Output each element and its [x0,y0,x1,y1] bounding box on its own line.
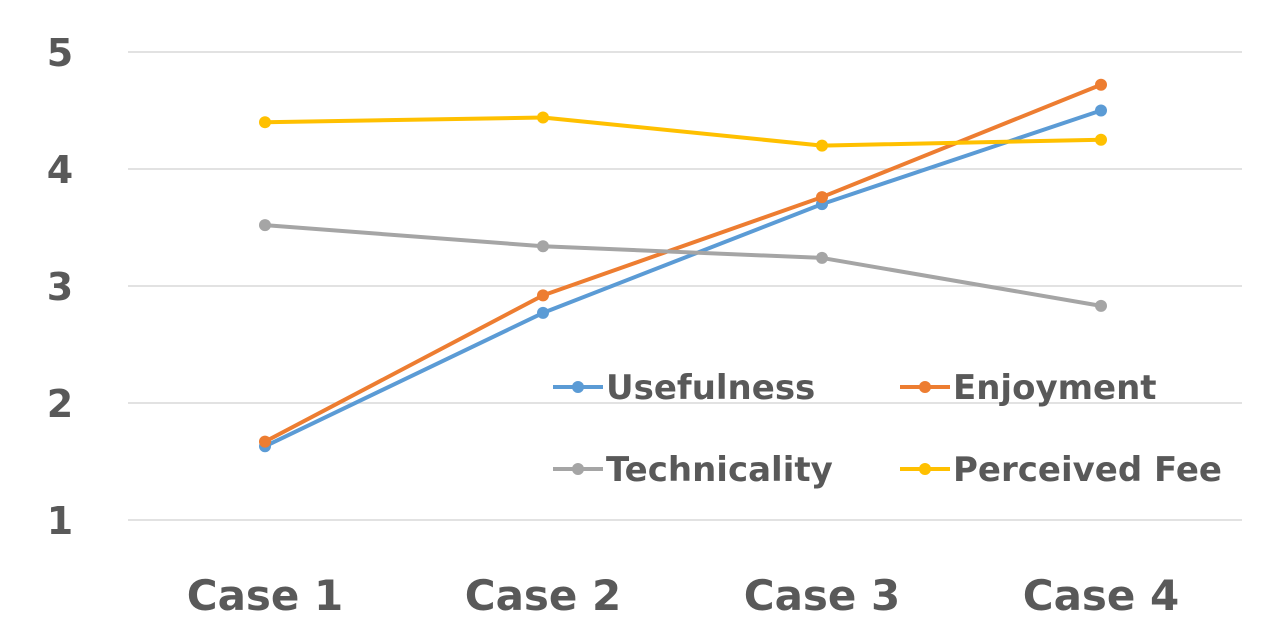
data-point-perceived-fee-3 [816,139,828,152]
legend-label-perceived-fee: Perceived Fee [953,450,1222,490]
series-technicality [259,219,1107,312]
data-point-technicality-1 [259,219,271,232]
x-category-label-4: Case 4 [1023,571,1180,620]
legend-label-enjoyment: Enjoyment [953,368,1157,408]
y-tick-label-4: 4 [47,148,73,192]
y-tick-label-5: 5 [47,31,73,75]
legend-item-enjoyment: Enjoyment [900,368,1157,408]
data-point-enjoyment-4 [1095,78,1107,91]
data-point-perceived-fee-1 [259,116,271,129]
legend-marker-perceived-fee [919,463,931,475]
legend-marker-technicality [572,463,584,475]
series-line-perceived-fee [264,115,1102,148]
y-axis-tick-labels: 1 2 3 4 5 [47,31,73,543]
data-point-technicality-4 [1095,299,1107,312]
legend: Usefulness Enjoyment Technicality Perceived… [553,368,1222,490]
y-tick-label-1: 1 [47,499,73,543]
legend-marker-enjoyment [919,381,931,393]
legend-label-usefulness: Usefulness [606,368,815,408]
data-point-enjoyment-2 [537,289,549,302]
y-tick-label-2: 2 [47,382,73,426]
data-point-technicality-2 [537,240,549,253]
x-category-label-3: Case 3 [744,571,901,620]
x-category-label-2: Case 2 [465,571,622,620]
data-point-technicality-3 [816,251,828,264]
data-point-perceived-fee-4 [1095,133,1107,146]
data-point-enjoyment-1 [259,435,271,448]
series-line-usefulness [264,108,1102,449]
gridlines [128,51,1242,521]
data-point-usefulness-2 [537,306,549,319]
legend-item-technicality: Technicality [553,450,833,490]
legend-label-technicality: Technicality [606,450,833,490]
x-category-label-1: Case 1 [187,571,344,620]
data-point-usefulness-4 [1095,104,1107,117]
series-lines [259,78,1107,453]
legend-item-usefulness: Usefulness [553,368,815,408]
legend-item-perceived-fee: Perceived Fee [900,450,1222,490]
x-axis-category-labels: Case 1 Case 2 Case 3 Case 4 [187,571,1180,620]
legend-marker-usefulness [572,381,584,393]
y-tick-label-3: 3 [47,265,73,309]
data-point-enjoyment-3 [816,191,828,204]
data-point-perceived-fee-2 [537,111,549,124]
series-line-technicality [264,223,1102,308]
series-perceived-fee [259,111,1107,152]
